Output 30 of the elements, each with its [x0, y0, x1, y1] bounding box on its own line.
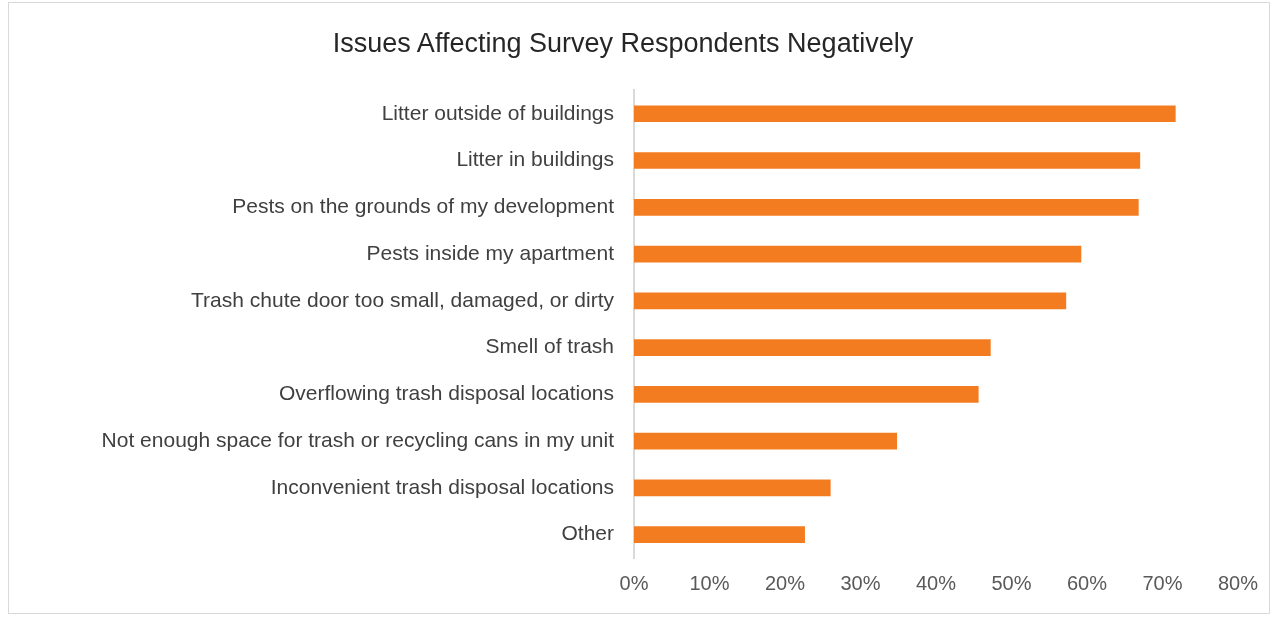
x-tick-label: 80%	[1217, 571, 1259, 594]
y-tick-label: Other	[561, 521, 614, 545]
bar	[634, 339, 991, 356]
y-tick-label: Pests on the grounds of my development	[232, 194, 615, 218]
x-tick-label: 30%	[840, 571, 881, 594]
y-tick-label: Overflowing trash disposal locations	[279, 381, 614, 405]
bar	[634, 245, 1082, 263]
x-tick-label: 0%	[619, 571, 649, 594]
bar	[634, 526, 805, 543]
y-tick-label: Pests inside my apartment	[366, 240, 615, 264]
x-tick-label: 60%	[1066, 571, 1108, 594]
y-tick-label: Not enough space for trash or recycling cans in my unit	[101, 427, 615, 451]
bar	[634, 292, 1067, 310]
bar	[634, 479, 831, 497]
y-tick-label: Trash chute door too small, damaged, or dirty	[191, 287, 615, 311]
chart-title: Issues Affecting Survey Respondents Negatively	[332, 27, 914, 58]
y-tick-label: Litter in buildings	[456, 147, 614, 171]
bar	[634, 198, 1139, 216]
bar	[634, 432, 898, 450]
bar	[634, 152, 1141, 169]
y-tick-label: Litter outside of buildings	[381, 100, 614, 124]
y-tick-label: Smell of trash	[485, 334, 614, 358]
x-tick-label: 20%	[764, 571, 806, 594]
bar	[634, 105, 1176, 123]
y-tick-label: Inconvenient trash disposal locations	[270, 474, 614, 498]
x-tick-label: 50%	[991, 571, 1032, 594]
x-tick-label: 40%	[915, 571, 957, 594]
bar	[634, 386, 979, 403]
x-tick-label: 70%	[1142, 571, 1183, 594]
x-tick-label: 10%	[689, 571, 730, 594]
